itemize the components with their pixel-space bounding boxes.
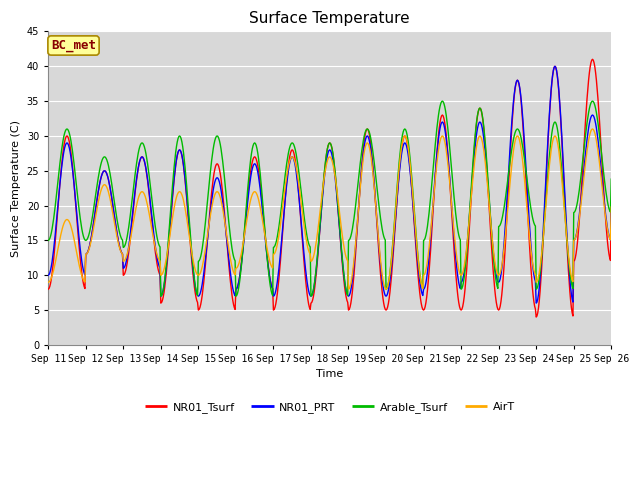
Text: BC_met: BC_met xyxy=(51,39,96,52)
Title: Surface Temperature: Surface Temperature xyxy=(250,11,410,26)
Legend: NR01_Tsurf, NR01_PRT, Arable_Tsurf, AirT: NR01_Tsurf, NR01_PRT, Arable_Tsurf, AirT xyxy=(140,397,519,417)
Y-axis label: Surface Temperature (C): Surface Temperature (C) xyxy=(11,120,21,257)
X-axis label: Time: Time xyxy=(316,370,343,380)
